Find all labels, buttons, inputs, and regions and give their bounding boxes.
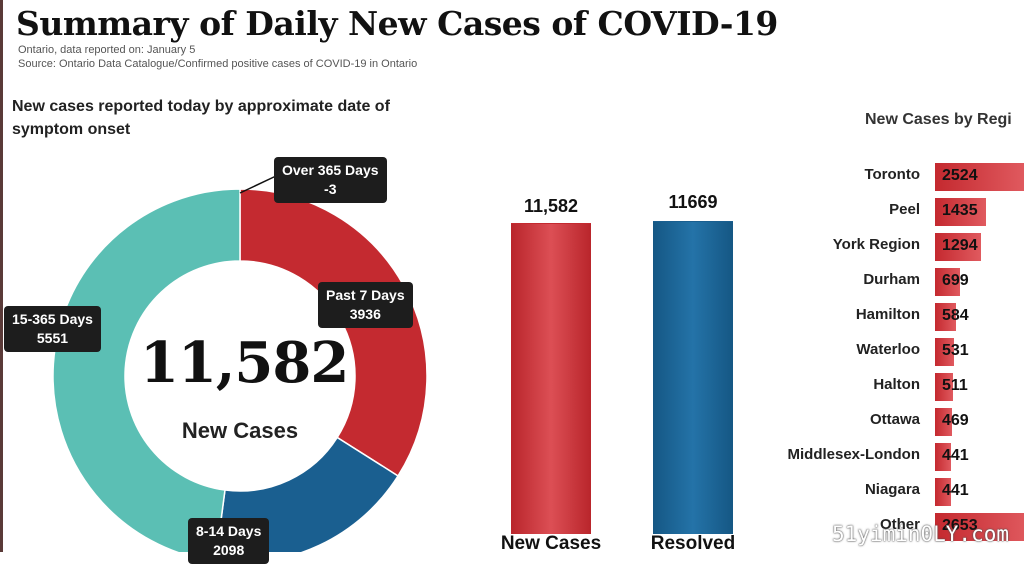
region-bar-niagara: [935, 478, 951, 506]
region-name-hamilton: Hamilton: [855, 306, 920, 323]
region-bar-toronto: [935, 163, 1024, 191]
region-name-halton: Halton: [873, 376, 920, 393]
slice-label-name: Over 365 Days: [282, 162, 379, 178]
slice-label-value: 2098: [213, 542, 245, 558]
region-value-niagara: 441: [942, 482, 969, 499]
region-bar-york-region: [935, 233, 981, 261]
donut-heading: New cases reported today by approximate …: [12, 98, 390, 138]
region-value-toronto: 2524: [942, 167, 978, 184]
region-value-hamilton: 584: [942, 307, 969, 324]
region-chart-heading: New Cases by Regi: [865, 111, 1012, 128]
region-name-york-region: York Region: [832, 236, 920, 253]
watermark: 51yimin0LY.com: [832, 522, 1010, 546]
region-name-niagara: Niagara: [864, 481, 920, 498]
slice-label-value: 5551: [36, 330, 69, 346]
center-total-value: 11,582: [140, 330, 349, 396]
region-bar-hamilton: [935, 303, 956, 331]
slice-label-8-14-days: 8-14 Days 2098: [188, 518, 270, 564]
left-edge-rule: [0, 0, 3, 552]
page-title: Summary of Daily New Cases of COVID-19: [16, 4, 778, 43]
region-value-ottawa: 469: [942, 412, 969, 429]
region-bar-middlesex-london: [935, 443, 951, 471]
region-value-waterloo: 531: [942, 342, 969, 359]
slice-label-name: 15-365 Days: [12, 311, 93, 327]
source-subtitle: Source: Ontario Data Catalogue/Confirmed…: [18, 58, 418, 70]
region-bar-waterloo: [935, 338, 954, 366]
report-date-subtitle: Ontario, data reported on: January 5: [18, 44, 196, 56]
slice-label-name: Past 7 Days: [326, 287, 405, 303]
slice-label-name: 8-14 Days: [196, 523, 262, 539]
bar-resolved: [653, 221, 733, 534]
slice-label-over-365-days: Over 365 Days -3: [274, 157, 387, 203]
region-value-other: 2653: [942, 517, 978, 534]
bar-new-cases: [511, 223, 591, 534]
slice-label-value: -3: [324, 181, 337, 197]
region-value-york-region: 1294: [942, 237, 978, 254]
region-name-other: Other: [879, 516, 920, 533]
region-name-middlesex-london: Middlesex-London: [787, 446, 921, 463]
region-bar-other: [935, 513, 1024, 541]
donut-slice-past-7-days: [239, 188, 428, 477]
region-bar-peel: [935, 198, 986, 226]
slice-label-15-365-days: 15-365 Days 5551: [4, 306, 101, 352]
region-name-waterloo: Waterloo: [856, 341, 920, 358]
leader-line-over-365-days: [239, 175, 277, 194]
region-name-durham: Durham: [863, 271, 920, 288]
region-name-ottawa: Ottawa: [869, 411, 920, 428]
slice-label-value: 3936: [349, 306, 381, 322]
donut-slice-15-365-days: [52, 188, 241, 552]
region-bar-durham: [935, 268, 960, 296]
region-value-durham: 699: [942, 272, 969, 289]
bar-value-new-cases: 11,582: [523, 196, 579, 216]
bar-label-resolved: Resolved: [650, 533, 736, 554]
region-bar-ottawa: [935, 408, 952, 436]
region-bar-halton: [935, 373, 953, 401]
slice-label-past-7-days: Past 7 Days 3936: [318, 282, 413, 328]
region-value-halton: 511: [942, 377, 968, 394]
region-value-peel: 1435: [942, 202, 978, 219]
region-name-toronto: Toronto: [864, 166, 920, 183]
center-total-label: New Cases: [181, 418, 299, 443]
region-value-middlesex-london: 441: [942, 447, 969, 464]
bar-label-new-cases: New Cases: [500, 533, 602, 554]
bar-value-resolved: 11669: [668, 192, 718, 212]
region-name-peel: Peel: [889, 201, 920, 218]
